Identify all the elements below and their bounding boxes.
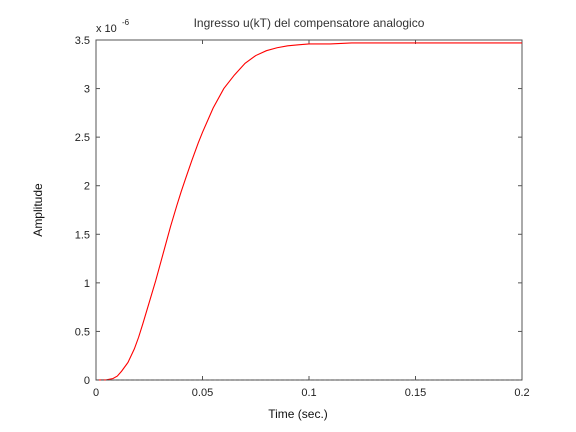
x-tick-label: 0.05 — [192, 387, 213, 399]
x-tick-label: 0.2 — [514, 387, 529, 399]
y-tick-label: 1.5 — [75, 229, 90, 241]
y-tick-label: 1 — [84, 278, 90, 290]
y-exponent-base: x 10 — [96, 23, 117, 35]
y-tick-label: 2 — [84, 181, 90, 193]
chart-title: Ingresso u(kT) del compensatore analogic… — [194, 16, 425, 30]
y-tick-label: 2.5 — [75, 132, 90, 144]
x-tick-label: 0.15 — [405, 387, 426, 399]
y-exponent-label: x 10 -6 — [96, 18, 130, 35]
y-tick-label: 3.5 — [75, 35, 90, 47]
y-axis-label: Amplitude — [31, 183, 45, 237]
x-tick-label: 0 — [93, 387, 99, 399]
plot-area — [95, 39, 523, 381]
x-axis-label: Time (sec.) — [268, 407, 328, 421]
y-tick-labels: 0 0.5 1 1.5 2 2.5 3 3.5 — [75, 35, 90, 387]
series-layer — [95, 42, 522, 381]
x-tick-label: 0.1 — [301, 387, 316, 399]
y-tick-label: 0 — [84, 375, 90, 387]
x-tick-labels: 0 0.05 0.1 0.15 0.2 — [93, 387, 530, 399]
y-tick-label: 0.5 — [75, 326, 90, 338]
y-tick-label: 3 — [84, 84, 90, 96]
response-curve — [95, 42, 522, 381]
y-exponent-power: -6 — [122, 18, 130, 27]
